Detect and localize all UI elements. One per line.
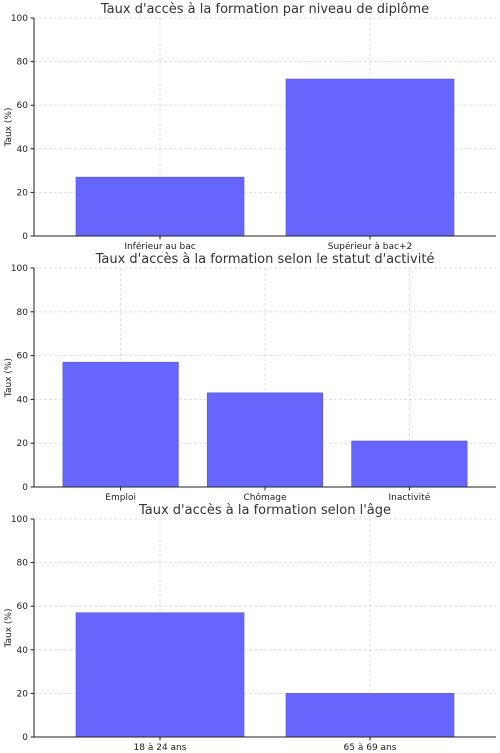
chart-panel-1: 0 20 40 60 80 100 Inférieur au bac Supérieur à … (4, 2, 496, 252)
y-tick-label: 80 (17, 58, 29, 68)
y-tick-label: 0 (22, 232, 28, 242)
y-tick-label: 80 (17, 559, 29, 569)
chart-title: Taux d'accès à la formation selon le sta… (95, 252, 435, 267)
y-tick-label: 20 (17, 439, 29, 449)
y-tick-label: 60 (17, 602, 29, 612)
y-axis-label: Taux (%) (4, 108, 14, 148)
x-tick-label: Emploi (105, 493, 136, 503)
y-tick-label: 100 (11, 515, 28, 525)
y-tick-label: 0 (22, 733, 28, 743)
y-tick-label: 100 (11, 14, 28, 24)
bar-1 (75, 176, 245, 237)
bar-2 (285, 693, 455, 738)
y-tick-label: 100 (11, 264, 28, 274)
y-tick-label: 60 (17, 352, 29, 362)
y-tick-label: 40 (17, 646, 29, 656)
y-tick-label: 40 (17, 395, 29, 405)
y-tick-label: 20 (17, 689, 29, 699)
chart-panel-3: 0 20 40 60 80 100 18 à 24 ans 65 à 69 ans Taux d… (4, 503, 496, 753)
bar-2 (206, 392, 324, 488)
y-axis-label: Taux (%) (4, 358, 14, 398)
bar-1 (75, 612, 245, 738)
y-tick-label: 60 (17, 101, 29, 111)
y-tick-label: 40 (17, 145, 29, 155)
x-tick-label: 18 à 24 ans (134, 743, 187, 753)
chart-panel-2: 0 20 40 60 80 100 Emploi Chômage Inactivité Taux … (4, 252, 496, 503)
y-axis-label: Taux (%) (4, 609, 14, 649)
x-tick-label: 65 à 69 ans (344, 743, 397, 753)
x-tick-label: Supérieur à bac+2 (328, 241, 413, 252)
chart-title: Taux d'accès à la formation par niveau d… (100, 2, 429, 17)
chart-title: Taux d'accès à la formation selon l'âge (138, 503, 391, 518)
y-tick-label: 20 (17, 188, 29, 198)
x-tick-label: Chômage (243, 492, 286, 503)
bar-3 (351, 440, 468, 488)
y-tick-label: 0 (22, 483, 28, 493)
y-tick-label: 80 (17, 308, 29, 318)
x-tick-label: Inactivité (389, 492, 431, 503)
bar-1 (62, 361, 179, 488)
bar-2 (285, 78, 455, 237)
x-tick-label: Inférieur au bac (124, 241, 195, 252)
